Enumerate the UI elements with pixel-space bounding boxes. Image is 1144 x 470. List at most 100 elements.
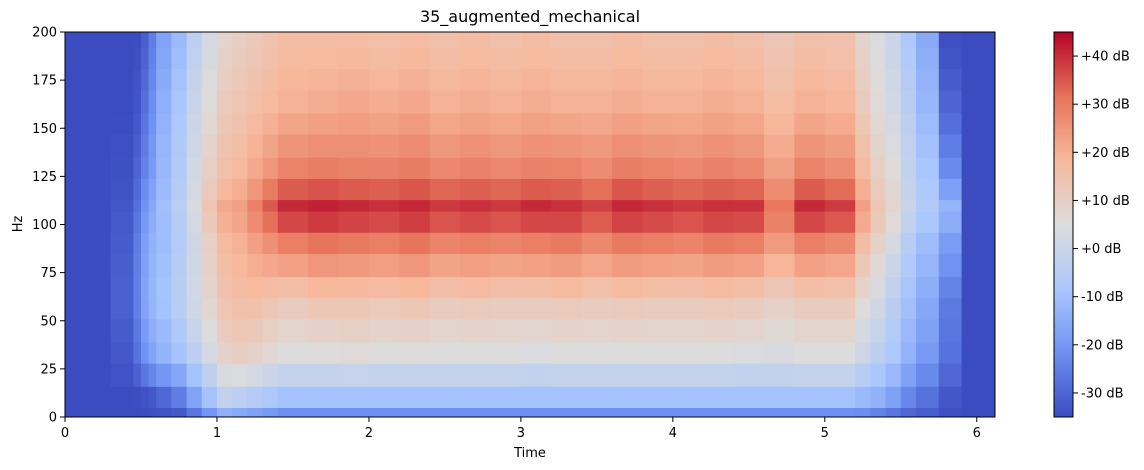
heatmap-cell (612, 318, 644, 343)
heatmap-cell (308, 32, 340, 48)
heatmap-cell (308, 134, 340, 158)
heatmap-cell (308, 47, 340, 70)
heatmap-cell (156, 253, 172, 278)
heatmap-cell (277, 318, 309, 343)
heatmap-cell (65, 89, 112, 114)
heatmap-cell (581, 112, 613, 135)
heatmap-cell (642, 112, 674, 135)
heatmap-cell (938, 112, 963, 135)
heatmap-cell (133, 386, 142, 408)
heatmap-cell (672, 199, 704, 212)
heatmap-cell (824, 363, 856, 387)
heatmap-cell (148, 178, 157, 201)
heatmap-cell (186, 68, 203, 91)
heatmap-cell (148, 232, 157, 254)
heatmap-cell (672, 178, 704, 201)
heatmap-cell (733, 32, 765, 48)
heatmap-cell (764, 253, 796, 278)
heatmap-cell (460, 363, 492, 387)
heatmap-cell (900, 89, 917, 114)
heatmap-cell (201, 89, 218, 114)
heatmap-cell (824, 253, 856, 278)
heatmap-cell (612, 199, 644, 212)
heatmap-cell (490, 68, 522, 91)
heatmap-cell (247, 341, 264, 364)
heatmap-cell (642, 232, 674, 254)
heatmap-cell (338, 211, 370, 233)
heatmap-cell (148, 199, 157, 212)
heatmap-cell (133, 211, 142, 233)
heatmap-cell (368, 32, 400, 48)
heatmap-cell (148, 68, 157, 91)
heatmap-cell (672, 407, 704, 417)
heatmap-cell (133, 341, 142, 364)
heatmap-cell (186, 89, 203, 114)
heatmap-cell (277, 134, 309, 158)
heatmap-cell (201, 341, 218, 364)
heatmap-cell (140, 363, 150, 387)
heatmap-cell (900, 199, 917, 212)
heatmap-cell (900, 363, 917, 387)
heatmap-cell (460, 276, 492, 299)
heatmap-cell (133, 199, 142, 212)
heatmap-cell (216, 318, 233, 343)
heatmap-cell (612, 112, 644, 135)
heatmap-cell (277, 32, 309, 48)
heatmap-cell (794, 232, 826, 254)
heatmap-cell (885, 407, 902, 417)
heatmap-cell (672, 276, 704, 299)
heatmap-cell (156, 134, 172, 158)
heatmap-cell (110, 211, 134, 233)
heatmap-cell (915, 211, 940, 233)
heatmap-cell (764, 134, 796, 158)
spectrogram-heatmap (65, 32, 995, 417)
heatmap-cell (338, 341, 370, 364)
heatmap-cell (490, 157, 522, 179)
heatmap-cell (672, 318, 704, 343)
heatmap-cell (938, 178, 963, 201)
heatmap-cell (870, 178, 887, 201)
heatmap-cell (612, 363, 644, 387)
heatmap-cell (520, 47, 552, 70)
heatmap-cell (368, 363, 400, 387)
heatmap-cell (308, 363, 340, 387)
heatmap-cell (368, 232, 400, 254)
colorbar-tick-label: +20 dB (1081, 146, 1130, 161)
heatmap-cell (460, 341, 492, 364)
heatmap-cell (140, 297, 150, 320)
heatmap-cell (216, 211, 233, 233)
heatmap-cell (148, 363, 157, 387)
heatmap-cell (156, 68, 172, 91)
heatmap-cell (156, 386, 172, 408)
heatmap-cell (216, 47, 233, 70)
heatmap-cell (65, 276, 112, 299)
heatmap-cell (642, 157, 674, 179)
heatmap-cell (520, 318, 552, 343)
heatmap-cell (140, 386, 150, 408)
heatmap-cell (368, 276, 400, 299)
heatmap-cell (368, 89, 400, 114)
heatmap-cell (672, 211, 704, 233)
heatmap-cell (277, 276, 309, 299)
heatmap-cell (216, 178, 233, 201)
heatmap-cell (171, 199, 188, 212)
heatmap-cell (216, 134, 233, 158)
heatmap-cell (133, 232, 142, 254)
heatmap-cell (961, 199, 995, 212)
heatmap-cell (900, 253, 917, 278)
heatmap-cell (612, 211, 644, 233)
heatmap-cell (961, 157, 995, 179)
heatmap-cell (581, 318, 613, 343)
heatmap-cell (885, 318, 902, 343)
heatmap-cell (262, 232, 279, 254)
heatmap-cell (703, 363, 735, 387)
heatmap-cell (703, 47, 735, 70)
heatmap-cell (460, 407, 492, 417)
heatmap-cell (308, 318, 340, 343)
heatmap-cell (961, 341, 995, 364)
heatmap-cell (232, 211, 248, 233)
heatmap-cell (870, 232, 887, 254)
heatmap-cell (794, 199, 826, 212)
heatmap-cell (915, 178, 940, 201)
heatmap-cell (133, 112, 142, 135)
